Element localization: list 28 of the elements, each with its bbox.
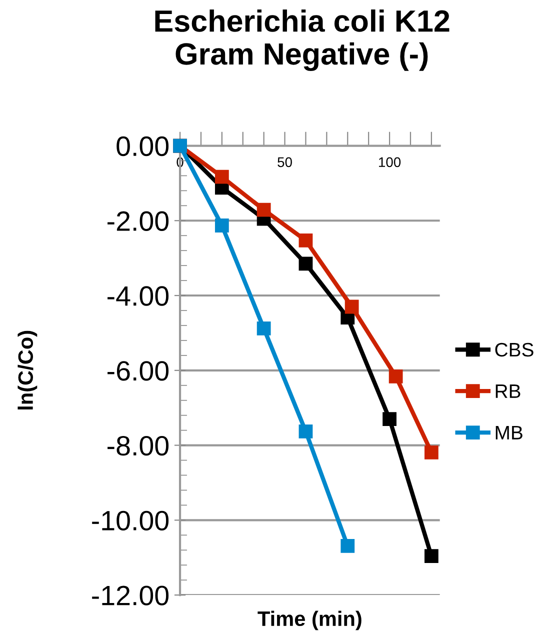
point xyxy=(256,322,271,336)
point xyxy=(298,424,313,438)
y-axis-title: ln(C/Co) xyxy=(18,330,38,410)
point xyxy=(214,218,229,232)
legend-label: RB xyxy=(496,384,520,398)
point xyxy=(340,539,355,553)
x-tick-label: 100 xyxy=(379,157,401,168)
point xyxy=(388,369,403,384)
point xyxy=(344,300,359,314)
x-tick-label: 50 xyxy=(278,157,292,168)
y-tick-label: -12.00 xyxy=(92,586,169,606)
y-tick-label: -6.00 xyxy=(108,361,169,381)
y-tick-label: -2.00 xyxy=(108,211,169,231)
point xyxy=(424,549,438,564)
point xyxy=(298,256,313,271)
y-tick-label: -8.00 xyxy=(108,436,169,456)
y-tick-label: -10.00 xyxy=(92,510,169,530)
point xyxy=(424,445,438,460)
point xyxy=(382,412,396,426)
point xyxy=(298,234,313,248)
y-tick-label: 0.00 xyxy=(116,136,169,156)
legend-label: CBS xyxy=(495,342,534,357)
x-axis-title: Time (min) xyxy=(258,610,362,630)
chart-title: Escherichia coli K12 Gram Negative (-) xyxy=(155,9,450,71)
point xyxy=(214,170,229,184)
y-tick-label: -4.00 xyxy=(108,286,169,306)
legend-label: MB xyxy=(496,426,522,440)
point xyxy=(256,202,271,217)
